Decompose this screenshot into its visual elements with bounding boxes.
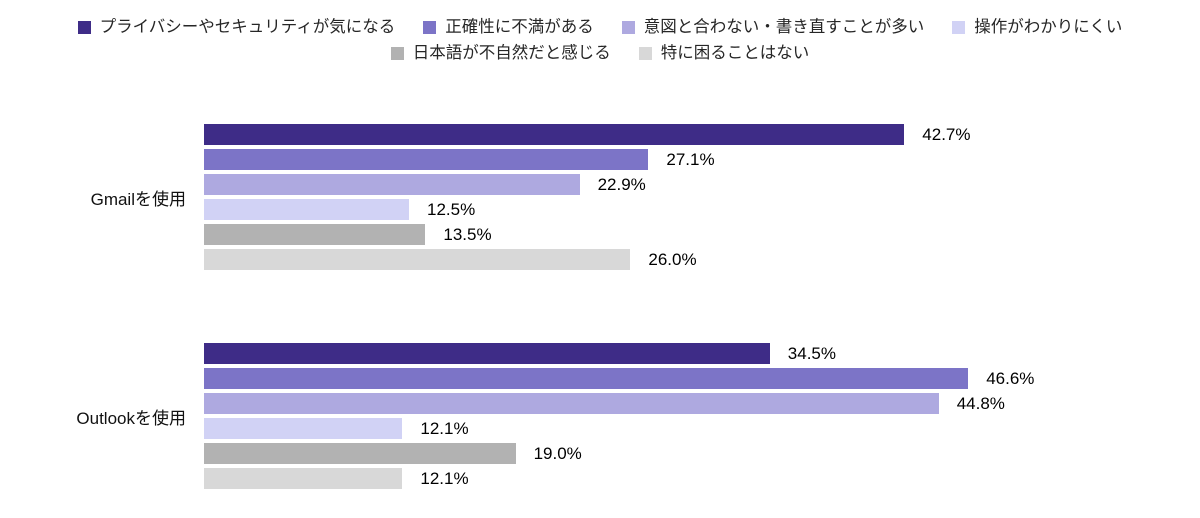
bar-row: 46.6%: [204, 368, 1034, 389]
legend-row-1: 日本語が不自然だと感じる 特に困ることはない: [390, 40, 810, 66]
bar-segment: [204, 343, 770, 364]
legend-item: 正確性に不満がある: [423, 14, 594, 40]
legend-color-swatch-icon: [390, 46, 404, 60]
bar-group-0: Gmailを使用 42.7% 27.1% 22.9% 12.5% 13.5% 26.0%: [0, 124, 1200, 270]
legend-label: 日本語が不自然だと感じる: [412, 44, 611, 62]
bar-segment: [204, 149, 649, 170]
bar-segment: [204, 199, 409, 220]
legend-label: 正確性に不満がある: [445, 18, 594, 36]
bar-segment: [204, 224, 426, 245]
bar-segment: [204, 368, 969, 389]
bar-value-label: 42.7%: [922, 124, 971, 144]
bar-row: 13.5%: [204, 224, 971, 245]
bar-group-1: Outlookを使用 34.5% 46.6% 44.8% 12.1% 19.0% 12.1%: [0, 343, 1200, 489]
bar-value-label: 46.6%: [986, 368, 1035, 388]
bar-segment: [204, 443, 516, 464]
chart-groups: Gmailを使用 42.7% 27.1% 22.9% 12.5% 13.5% 26.0% Ou…: [0, 124, 1200, 489]
bar-value-label: 12.5%: [427, 199, 476, 219]
legend-color-swatch-icon: [423, 20, 437, 34]
bar-value-label: 34.5%: [787, 343, 836, 363]
legend-item: 意図と合わない・書き直すことが多い: [621, 14, 925, 40]
category-label: Outlookを使用: [76, 408, 186, 428]
legend-label: 操作がわかりにくい: [974, 18, 1123, 36]
bar-value-label: 44.8%: [956, 393, 1005, 413]
bar-value-label: 27.1%: [666, 149, 715, 169]
bar-value-label: 12.1%: [420, 418, 469, 438]
legend-item: 日本語が不自然だと感じる: [390, 40, 611, 66]
legend-label: プライバシーやセキュリティが気になる: [99, 18, 396, 36]
bar-segment: [204, 124, 905, 145]
bar-segment: [204, 249, 631, 270]
bar-segment: [204, 418, 403, 439]
legend-item: プライバシーやセキュリティが気になる: [77, 14, 396, 40]
legend-label: 特に困ることはない: [660, 44, 810, 62]
bar-row: 27.1%: [204, 149, 971, 170]
bar-segment: [204, 393, 939, 414]
bar-row: 12.1%: [204, 418, 1034, 439]
bar-value-label: 19.0%: [533, 443, 582, 463]
bar-value-label: 26.0%: [648, 249, 697, 269]
bar-segment: [204, 174, 580, 195]
bar-row: 12.5%: [204, 199, 971, 220]
bar-value-label: 13.5%: [443, 224, 492, 244]
category-label: Gmailを使用: [90, 189, 186, 209]
legend-item: 操作がわかりにくい: [952, 14, 1122, 40]
bar-row: 44.8%: [204, 393, 1034, 414]
bar-row: 34.5%: [204, 343, 1034, 364]
legend-color-swatch-icon: [621, 20, 635, 34]
bar-row: 12.1%: [204, 468, 1034, 489]
bar-row: 42.7%: [204, 124, 971, 145]
legend-item: 特に困ることはない: [638, 40, 810, 66]
bar-value-label: 12.1%: [420, 468, 469, 488]
legend: プライバシーやセキュリティが気になる 正確性に不満がある 意図と合わない・書き直すこ…: [0, 0, 1200, 66]
legend-color-swatch-icon: [952, 20, 966, 34]
legend-color-swatch-icon: [77, 20, 91, 34]
bar-row: 26.0%: [204, 249, 971, 270]
legend-color-swatch-icon: [638, 46, 652, 60]
bar-row: 22.9%: [204, 174, 971, 195]
legend-label: 意図と合わない・書き直すことが多い: [643, 18, 925, 36]
bar-row: 19.0%: [204, 443, 1034, 464]
bar-value-label: 22.9%: [597, 174, 646, 194]
bar-segment: [204, 468, 403, 489]
legend-row-0: プライバシーやセキュリティが気になる 正確性に不満がある 意図と合わない・書き直すこ…: [77, 14, 1122, 40]
